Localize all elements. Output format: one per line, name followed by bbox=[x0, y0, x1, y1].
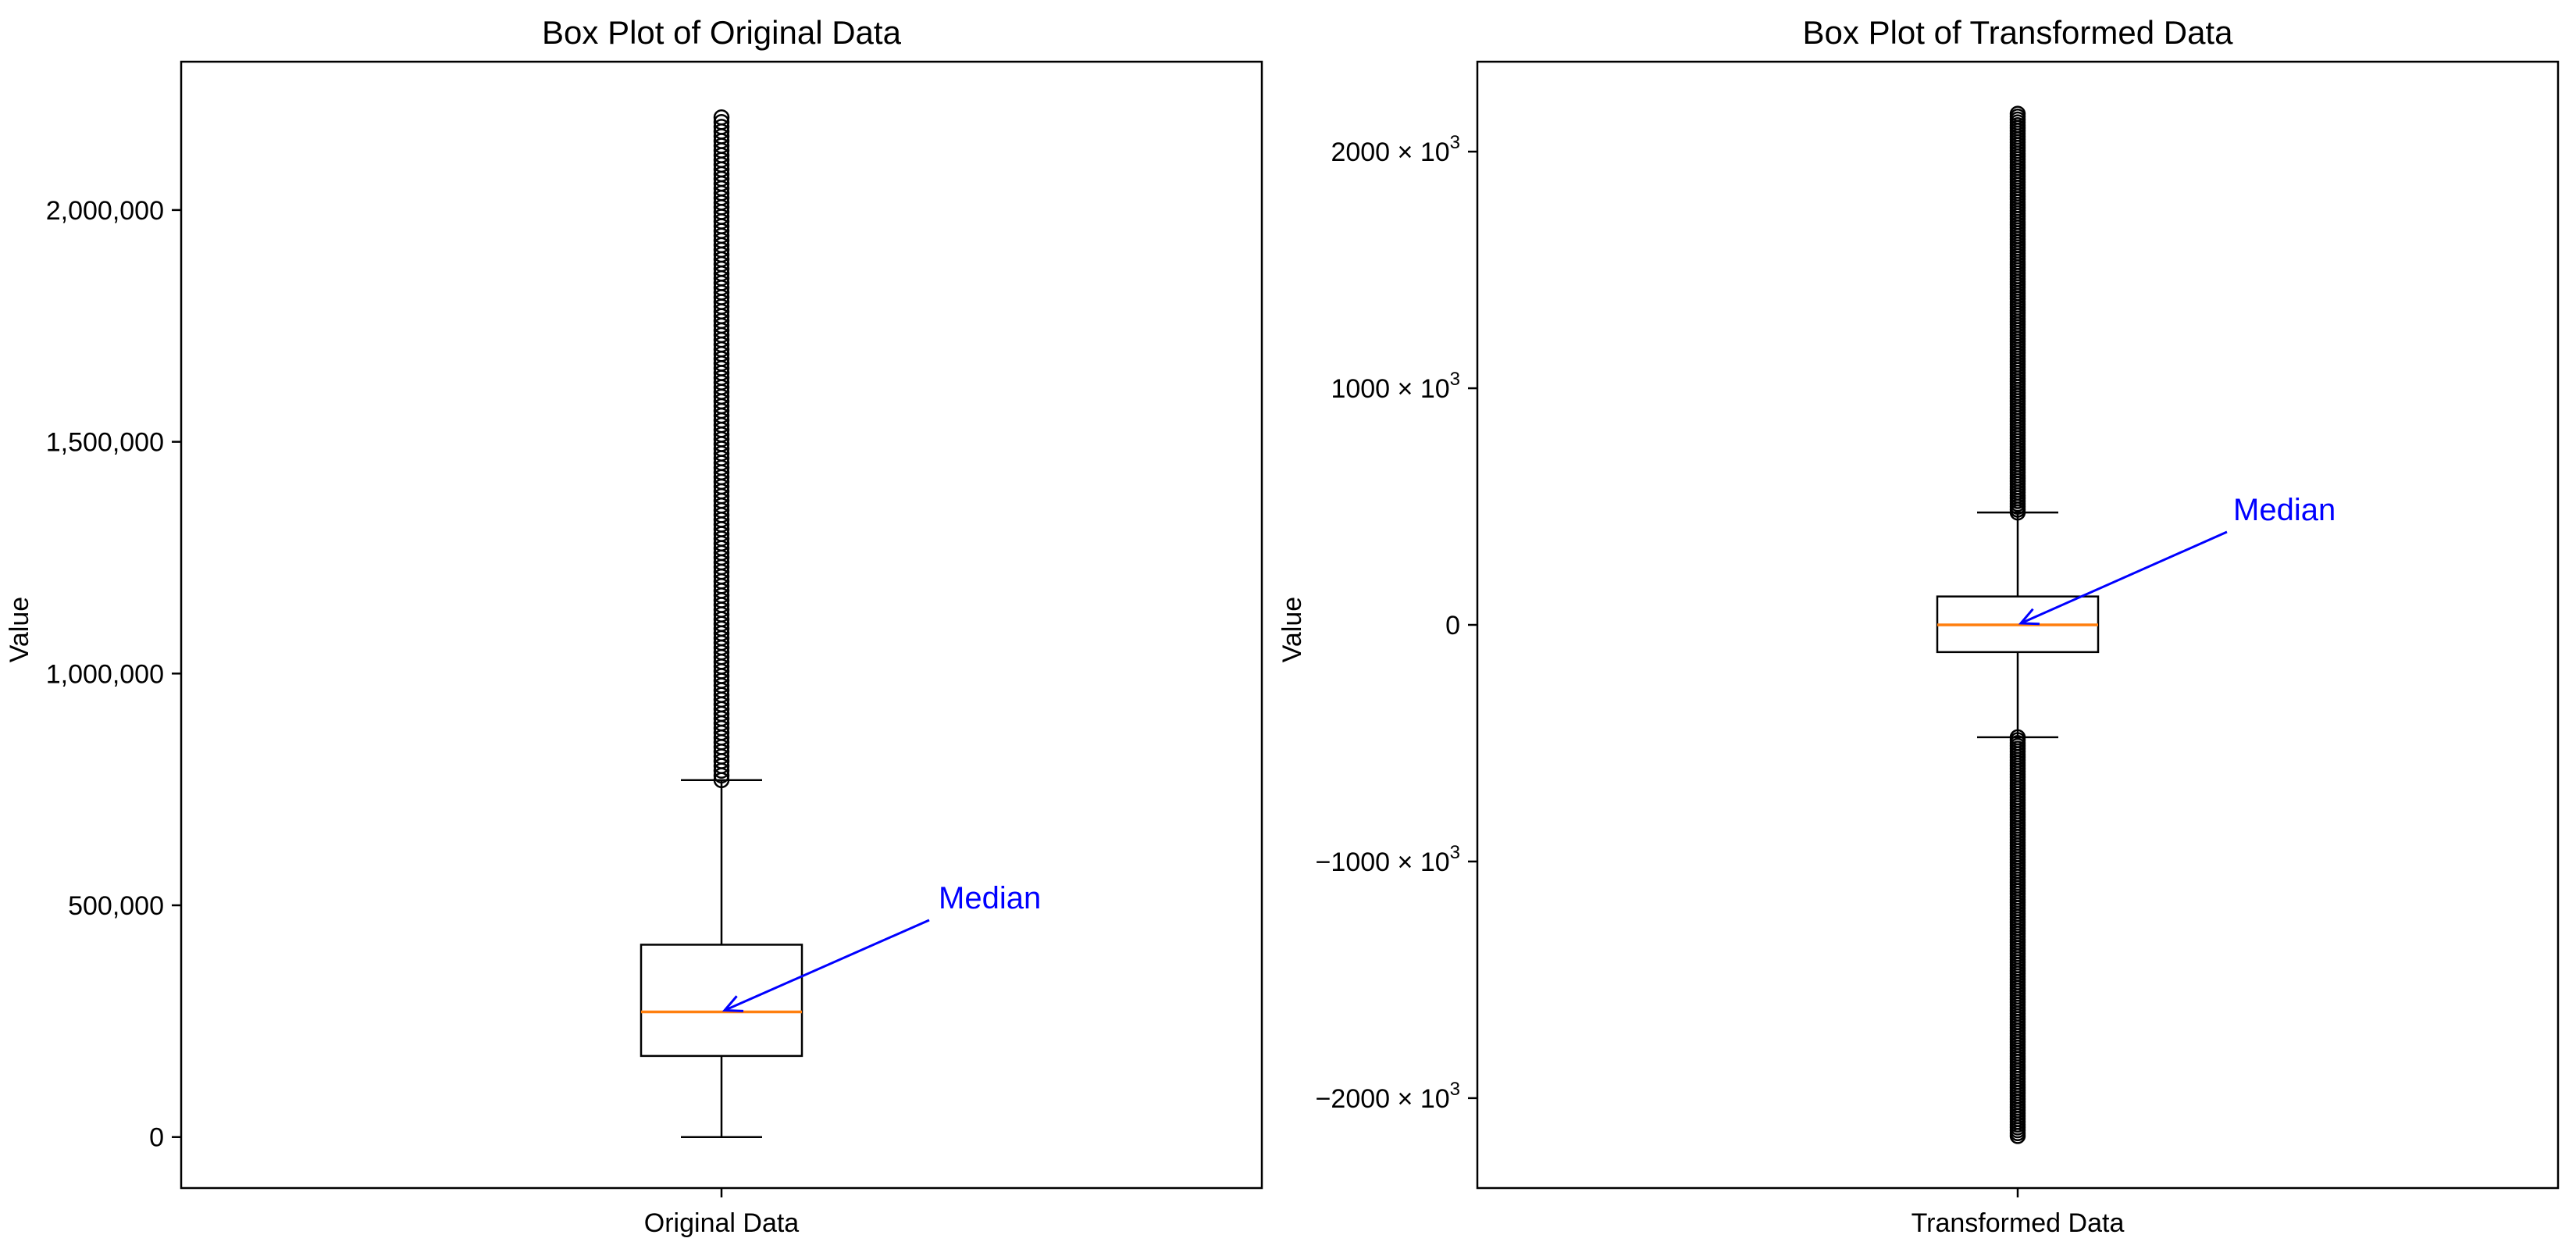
box-iqr bbox=[640, 944, 803, 1058]
y-tick-label: 1000 × 103 bbox=[1331, 369, 1460, 404]
y-tick-label: 2,000,000 bbox=[46, 196, 164, 226]
chart-title-transformed: Box Plot of Transformed Data bbox=[1803, 14, 2234, 51]
x-tick-label: Transformed Data bbox=[1912, 1208, 2125, 1238]
y-ticks-original: 0 500,000 1,000,000 1,500,000 2,000,000 bbox=[46, 196, 181, 1153]
y-axis-label-original: Value bbox=[5, 597, 34, 662]
y-tick-label: 1,500,000 bbox=[46, 428, 164, 458]
median-annotation-arrowhead bbox=[2018, 608, 2040, 626]
y-tick-label: 500,000 bbox=[68, 891, 164, 921]
annotation-transformed: Median bbox=[2018, 493, 2336, 626]
y-tick-label: 2000 × 103 bbox=[1331, 132, 1460, 167]
boxplot-original bbox=[640, 109, 803, 1138]
median-annotation-arrowhead bbox=[721, 995, 744, 1012]
y-tick-label: 0 bbox=[149, 1123, 164, 1153]
median-annotation-arrow bbox=[2020, 530, 2228, 625]
x-ticks-original: Original Data bbox=[644, 1188, 800, 1238]
median-annotation-label: Median bbox=[939, 881, 1041, 915]
chart-transformed: Box Plot of Transformed Data Value −2000… bbox=[1277, 14, 2560, 1238]
chart-original: Box Plot of Original Data Value 0 500,000… bbox=[5, 14, 1263, 1238]
y-tick-label: −1000 × 103 bbox=[1316, 842, 1460, 877]
median-annotation-arrow bbox=[724, 919, 930, 1012]
y-tick-label: −2000 × 103 bbox=[1316, 1079, 1460, 1114]
chart-title-original: Box Plot of Original Data bbox=[542, 14, 902, 51]
y-ticks-transformed: −2000 × 103 −1000 × 103 0 1000 × 103 2000 × … bbox=[1316, 132, 1477, 1114]
outlier-point bbox=[713, 114, 730, 130]
boxplot-transformed bbox=[1936, 105, 2100, 1144]
y-axis-label-transformed: Value bbox=[1277, 597, 1307, 662]
x-ticks-transformed: Transformed Data bbox=[1912, 1188, 2125, 1238]
outlier-point bbox=[713, 119, 730, 135]
x-tick-label: Original Data bbox=[644, 1208, 800, 1238]
annotation-original: Median bbox=[721, 881, 1041, 1012]
plot-frame-transformed bbox=[1476, 60, 2560, 1190]
outlier-point bbox=[2009, 105, 2026, 122]
median-annotation-label: Median bbox=[2233, 493, 2336, 527]
y-tick-label: 0 bbox=[1445, 611, 1460, 640]
outlier-point bbox=[713, 109, 730, 126]
plot-frame-original bbox=[180, 60, 1263, 1190]
y-tick-label: 1,000,000 bbox=[46, 659, 164, 689]
